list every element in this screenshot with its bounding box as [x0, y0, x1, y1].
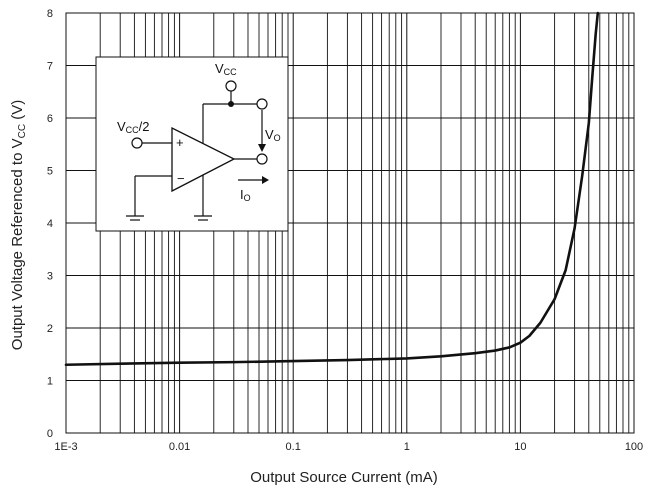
x-tick-labels: 1E-3 0.01 0.1 1 10 100: [54, 441, 643, 453]
minus-sign: −: [177, 171, 185, 186]
y-tick-label: 6: [47, 113, 53, 125]
vcc-output-terminal: [256, 98, 268, 110]
plot-frame: [65, 12, 635, 434]
plus-sign: +: [176, 135, 184, 150]
x-tick-label: 100: [625, 441, 643, 453]
y-tick-labels: 0 1 2 3 4 5 6 7 8: [47, 8, 53, 440]
y-axis-title: Output Voltage Referenced to VCC (V): [9, 100, 28, 350]
vcc-label: VCC: [215, 61, 237, 77]
vcc-terminal: [225, 80, 237, 92]
y-tick-label: 3: [47, 271, 53, 283]
x-tick-label: 10: [514, 441, 526, 453]
x-axis-title: Output Source Current (mA): [250, 469, 438, 486]
x-tick-label: 0.01: [169, 441, 190, 453]
op-amp-schematic-inset: + − VCC/2 VCC VO IO: [95, 56, 289, 232]
y-tick-label: 0: [47, 428, 53, 440]
y-tick-label: 4: [47, 218, 53, 230]
series-line: [64, 11, 600, 367]
x-tick-label: 1E-3: [54, 441, 77, 453]
y-tick-label: 1: [47, 376, 53, 388]
io-label: IO: [240, 187, 251, 203]
y-tick-label: 2: [47, 323, 53, 335]
vin-terminal: [131, 137, 143, 149]
output-terminal: [256, 153, 268, 165]
vin-label: VCC/2: [117, 119, 150, 135]
x-tick-label: 0.1: [286, 441, 301, 453]
vo-label: VO: [265, 127, 281, 143]
y-tick-label: 5: [47, 166, 53, 178]
x-tick-label: 1: [404, 441, 410, 453]
y-tick-label: 7: [47, 61, 53, 73]
y-tick-label: 8: [47, 8, 53, 20]
